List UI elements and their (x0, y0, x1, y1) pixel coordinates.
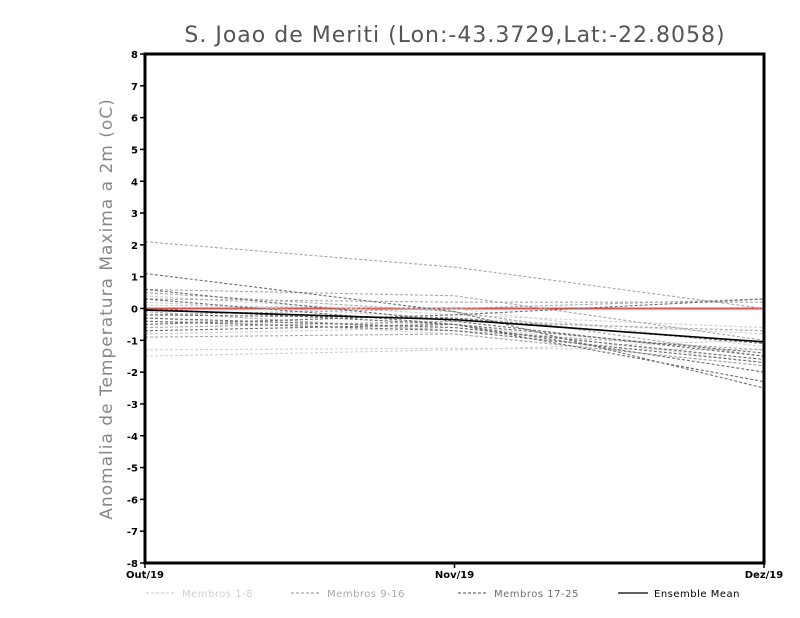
y-axis-label: Anomalia de Temperatura Maxima a 2m (oC) (97, 98, 117, 520)
series-line-m17 (144, 272, 765, 389)
legend-label: Ensemble Mean (654, 589, 740, 600)
y-tick-label: 6 (131, 114, 138, 125)
x-axis-ticks: Out/19 Nov/19 Dez/19 (126, 563, 783, 581)
series-line-m16 (144, 333, 765, 367)
y-tick-label: -5 (127, 464, 138, 475)
legend-label: Membros 1-8 (182, 589, 253, 600)
y-tick-label: 0 (131, 305, 138, 316)
y-tick-label: -3 (127, 400, 138, 411)
series-line-m7 (144, 320, 765, 364)
x-tick-label: Out/19 (126, 570, 164, 581)
series-line-m19 (144, 288, 765, 357)
y-tick-label: 2 (131, 241, 138, 252)
x-tick-label: Nov/19 (435, 570, 474, 581)
y-tick-label: 7 (131, 82, 138, 93)
y-tick-label: -4 (127, 432, 138, 443)
series-line-m8 (144, 301, 765, 335)
y-tick-label: 3 (131, 209, 138, 220)
y-tick-label: -8 (127, 559, 138, 570)
y-tick-label: 4 (131, 177, 138, 188)
legend: Membros 1-8 Membros 9-16 Membros 17-25 Ense… (146, 589, 740, 600)
x-tick-label: Dez/19 (745, 570, 784, 581)
y-tick-label: 5 (131, 145, 138, 156)
series-line-m12 (144, 320, 765, 332)
y-tick-label: 8 (131, 50, 138, 61)
y-tick-label: -2 (127, 368, 138, 379)
legend-label: Membros 17-25 (494, 589, 579, 600)
series-line-m1 (144, 339, 765, 357)
series-line-m21 (144, 307, 765, 373)
series-line-m13 (144, 298, 764, 303)
y-tick-label: -6 (127, 495, 138, 506)
chart-title: S. Joao de Meriti (Lon:-43.3729,Lat:-22.… (184, 23, 725, 48)
y-tick-label: -1 (127, 336, 138, 347)
series-line-m9 (144, 241, 765, 310)
series-layer (144, 241, 765, 389)
series-line-m25 (144, 320, 765, 364)
series-line-m24 (144, 298, 765, 354)
series-line-m4 (144, 295, 765, 329)
legend-label: Membros 9-16 (327, 589, 405, 600)
y-tick-label: -7 (127, 527, 138, 538)
series-line-m20 (144, 317, 765, 360)
y-tick-label: 1 (131, 273, 138, 284)
series-line-m14 (144, 311, 765, 351)
series-line-ensemble-mean (144, 309, 765, 343)
y-axis-ticks: -8 -7 -6 -5 -4 -3 -2 -1 0 1 2 3 4 5 6 7 8 (127, 50, 145, 570)
series-line-m23 (144, 298, 765, 325)
